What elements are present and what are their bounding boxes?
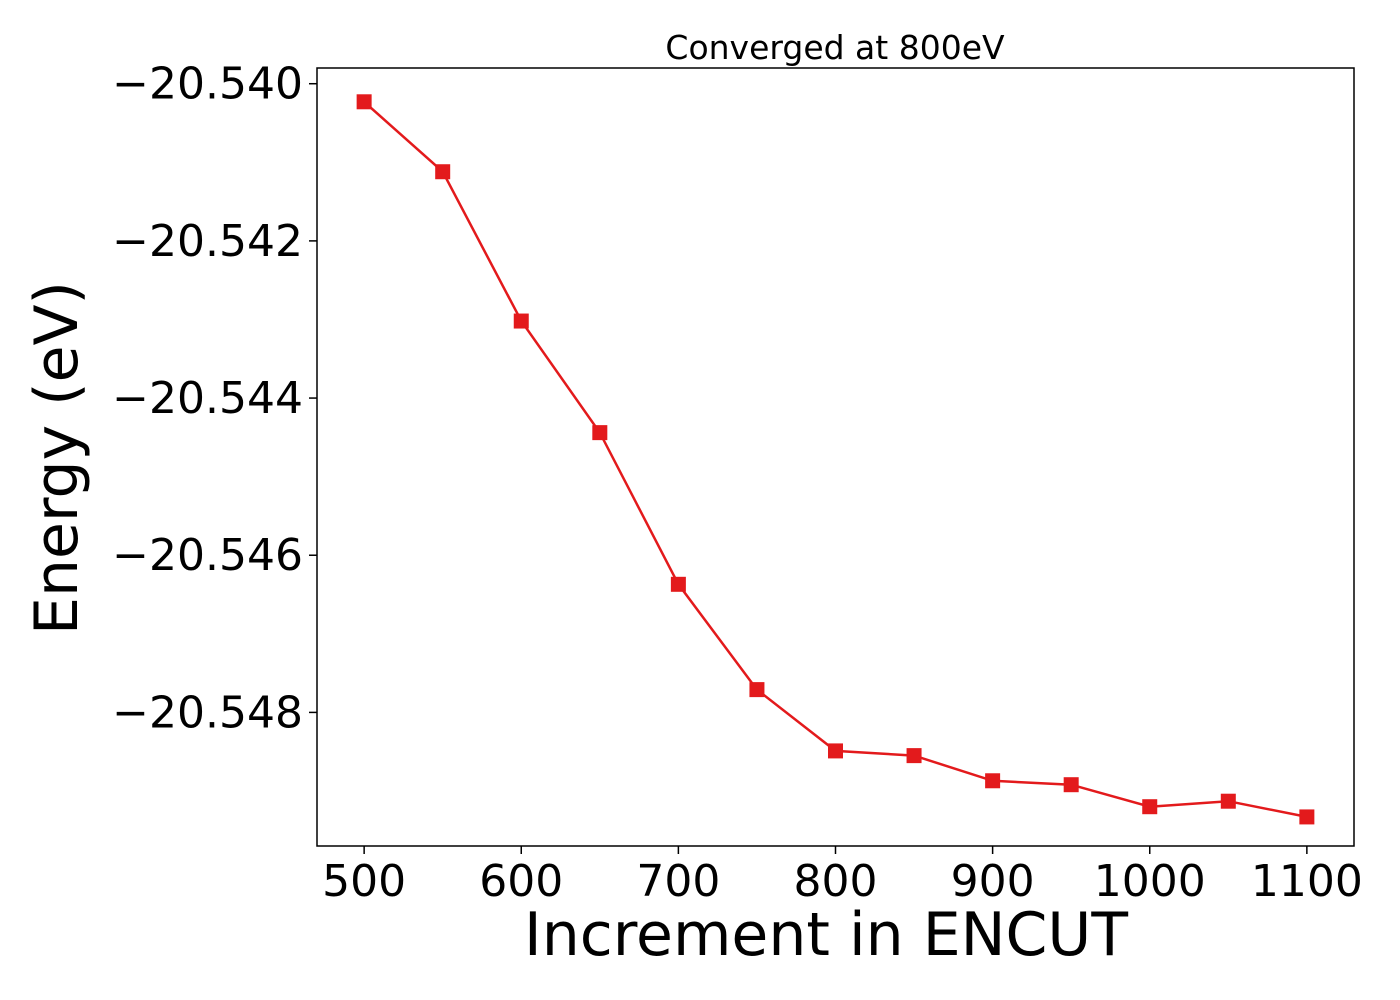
x-tick-label: 900 [951,856,1035,907]
y-tick-label: −20.540 [112,59,303,110]
x-tick-label: 1100 [1251,856,1363,907]
data-point-marker [670,576,686,592]
data-point-marker [828,743,843,759]
data-point-marker [906,748,922,764]
x-axis-ticks: 500 600 700 800 900 1000 1100 [322,846,1363,907]
x-tick-label: 800 [794,856,878,907]
data-point-marker [513,313,529,329]
y-axis-label: Energy (eV) [22,281,92,635]
data-point-marker [985,773,1001,789]
data-point-marker [1220,793,1236,809]
data-point-marker [1063,777,1079,793]
y-axis-ticks: −20.540 −20.542 −20.544 −20.546 −20.548 [112,59,317,738]
y-tick-label: −20.548 [112,687,303,738]
y-tick-label: −20.542 [112,216,303,267]
data-point-marker [435,164,451,180]
data-point-marker [356,94,372,110]
x-axis-label: Increment in ENCUT [524,900,1128,970]
x-tick-label: 700 [636,856,720,907]
chart-title: Converged at 800eV [665,28,1005,67]
data-point-marker [592,425,608,441]
x-tick-label: 1000 [1094,856,1206,907]
y-tick-label: −20.544 [112,373,303,424]
x-tick-label: 600 [479,856,563,907]
data-point-marker [749,682,765,698]
y-tick-label: −20.546 [112,530,303,581]
data-point-marker [1299,809,1315,825]
plot-series [356,94,1315,825]
x-tick-label: 500 [322,856,406,907]
series-line [363,100,1308,819]
plot-area-frame [316,67,1355,847]
data-point-marker [1142,799,1158,815]
